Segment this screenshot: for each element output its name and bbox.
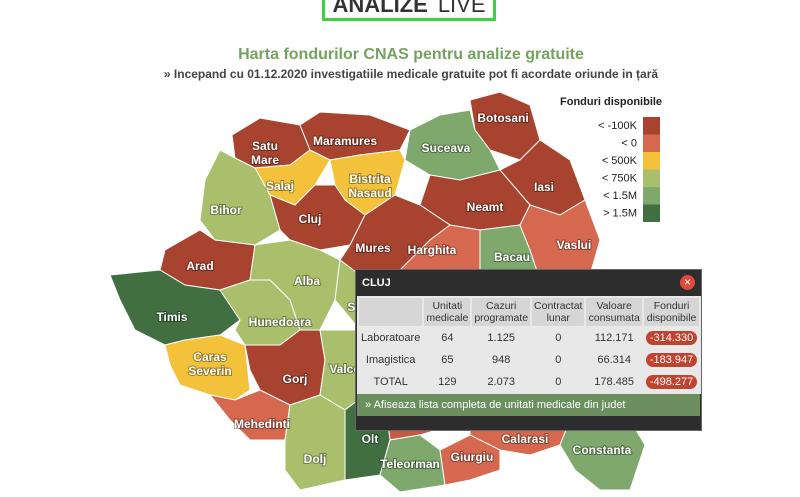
popup-link[interactable]: » Afiseaza lista completa de unitati med… — [357, 394, 700, 416]
county-label-line: Nasaud — [348, 186, 391, 200]
county — [284, 394, 346, 491]
county-label: Teleorman — [380, 457, 440, 471]
county — [199, 149, 281, 246]
county-label-line: Mare — [251, 153, 279, 167]
legend-label: < -100K — [598, 120, 637, 132]
corner-cell — [359, 298, 423, 326]
table-cell: 948 — [492, 354, 511, 366]
county-label: Bacau — [494, 250, 530, 264]
table-cell: 129 — [438, 376, 457, 388]
title: Harta fondurilor CNAS pentru analize gra… — [238, 46, 584, 63]
county-label: Giurgiu — [451, 450, 494, 464]
county — [164, 334, 251, 401]
table-cell: 2.073 — [487, 376, 515, 388]
funds-badge: -314.330 — [645, 331, 698, 345]
table-cell: -314.330 — [644, 328, 699, 348]
county-label-line: Caras — [193, 350, 227, 364]
column-header: Fonduri disponibile — [643, 298, 700, 326]
table-cell: 65 — [441, 354, 454, 366]
table-cell: 1.125 — [487, 332, 515, 344]
table-cell: TOTAL — [373, 376, 408, 388]
county-label: Constanta — [573, 443, 632, 457]
table-cell: Imagistica — [365, 354, 416, 366]
table-cell: -498.277 — [644, 372, 699, 392]
county-label-line: Bistrita — [349, 172, 391, 186]
table-row: Laboratoare 64 1.125 0 112.171 -314.330 — [359, 328, 699, 348]
county — [404, 109, 501, 181]
column-header: Valoare consumata — [586, 298, 642, 326]
table-cell: 0 — [555, 354, 562, 366]
county-label: Neamt — [467, 200, 504, 214]
legend-label: < 750K — [602, 173, 638, 185]
county-label: Bihor — [210, 203, 242, 217]
column-header: Cazuri programate — [472, 298, 531, 326]
legend-swatch — [643, 169, 660, 187]
legend-label: > 1.5M — [603, 208, 637, 220]
legend-swatch — [643, 187, 660, 205]
table-cell: 112.171 — [594, 332, 634, 344]
legend-swatch — [643, 152, 660, 170]
legend-swatch — [643, 204, 660, 222]
county-label: Maramures — [313, 134, 377, 148]
county-label: Bistrita Nasaud — [348, 172, 391, 200]
county-label: Botosani — [477, 111, 528, 125]
legend-label: < 0 — [621, 138, 637, 150]
funds-badge: -498.277 — [645, 375, 698, 389]
table-cell: 66.314 — [597, 354, 631, 366]
county-label: Satu Mare — [251, 139, 279, 167]
county-label: Iasi — [534, 180, 554, 194]
legend-swatch — [643, 117, 660, 135]
county-label: Cluj — [299, 212, 322, 226]
legend-swatch — [643, 134, 660, 152]
county-label-line: Satu — [252, 139, 278, 153]
popup-title: CLUJ — [362, 277, 391, 289]
county-label: Timis — [156, 310, 187, 324]
county-popup: CLUJ × Unitati medicale Cazuri programate… — [355, 269, 702, 431]
county-label: Mures — [355, 241, 391, 255]
county-label: Olt — [362, 432, 379, 446]
column-header: Contractat lunar — [532, 298, 585, 326]
county-label: Suceava — [422, 141, 471, 155]
funds-badge: -183.947 — [645, 353, 698, 367]
table-cell: 64 — [441, 332, 454, 344]
logo-bold: ANALIZE — [332, 0, 428, 17]
legend-title: Fonduri disponibile — [560, 96, 663, 108]
table-cell: 0 — [555, 376, 562, 388]
popup-table: Unitati medicale Cazuri programate Contrac… — [357, 296, 702, 394]
county-label: Caras Severin — [188, 350, 231, 378]
table-cell: Laboratoare — [361, 332, 421, 344]
subtitle: » Incepand cu 01.12.2020 investigatiile … — [163, 67, 659, 81]
county-label-line: Severin — [188, 364, 231, 378]
table-cell: 178.485 — [594, 376, 635, 388]
legend-label: < 500K — [602, 155, 638, 167]
county-label: Gorj — [283, 372, 308, 386]
county-label: Dolj — [304, 452, 327, 466]
county-label: Salaj — [266, 179, 294, 193]
county-label: Hunedoara — [249, 315, 312, 329]
county-label: Mehedinti — [234, 417, 290, 431]
county-label: Harghita — [408, 243, 457, 257]
table-cell: -183.947 — [644, 350, 699, 370]
table-cell: 0 — [555, 332, 562, 344]
table-row: Imagistica 65 948 0 66.314 -183.947 — [359, 350, 699, 370]
county-label: Calarasi — [502, 432, 549, 446]
county-label: Vaslui — [557, 238, 592, 252]
logo-light: LIVE — [437, 0, 486, 17]
county-label: Alba — [294, 274, 320, 288]
logo[interactable]: ANALIZE LIVE — [322, 0, 496, 21]
close-button[interactable]: × — [680, 275, 695, 290]
county-label: Arad — [186, 259, 213, 273]
column-header: Unitati medicale — [424, 298, 471, 326]
table-row: TOTAL 129 2.073 0 178.485 -498.277 — [359, 372, 699, 392]
legend-label: < 1.5M — [603, 190, 637, 202]
